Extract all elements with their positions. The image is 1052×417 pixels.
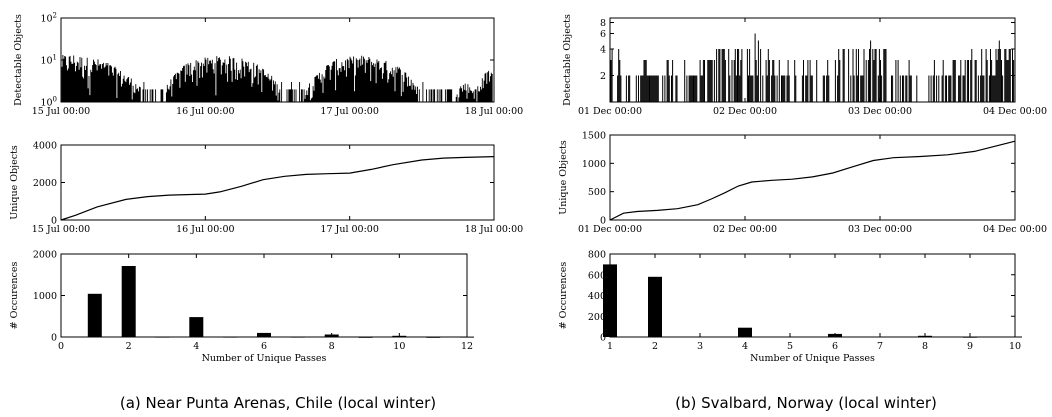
bar-1-2-9 — [1008, 336, 1022, 338]
y-tick-label-1-0-1: 4 — [600, 45, 606, 56]
x-tick-label-0-1-2: 17 Jul 00:00 — [320, 224, 378, 235]
x-tick-label-0-0-1: 16 Jul 00:00 — [176, 106, 234, 117]
y-tick-label-0-0-0: 100 — [40, 96, 57, 109]
x-tick-label-1-2-5: 6 — [832, 341, 838, 352]
caption-b: (b) Svalbard, Norway (local winter) — [675, 394, 937, 412]
bar-0-2-11 — [460, 336, 474, 338]
y-tick-label-1-1-3: 1500 — [582, 131, 606, 142]
y-axis-title-0-0: Detectable Objects — [13, 14, 24, 106]
y-tick-label-0-0-1: 101 — [40, 54, 57, 67]
y-tick-label-1-2-0: 0 — [600, 333, 606, 344]
x-tick-label-1-2-4: 5 — [787, 341, 793, 352]
y-tick-label-1-1-0: 0 — [600, 216, 606, 227]
y-tick-label-0-2-2: 2000 — [33, 250, 57, 261]
caption-a: (a) Near Punta Arenas, Chile (local wint… — [120, 394, 436, 412]
line-series-1-1-0 — [609, 140, 1016, 221]
y-axis-title-1-2: # Occurences — [558, 262, 569, 330]
plot-frame-1-2 — [609, 253, 1016, 338]
bar-0-2-0 — [87, 293, 102, 337]
bar-1-2-3 — [738, 327, 752, 337]
x-tick-label-1-2-6: 7 — [877, 341, 883, 352]
bar-0-2-4 — [223, 336, 238, 338]
x-tick-label-1-0-1: 02 Dec 00:00 — [713, 106, 777, 117]
y-tick-label-0-1-2: 4000 — [33, 141, 57, 152]
y-tick-label-1-0-3: 8 — [600, 18, 606, 29]
y-tick-label-0-2-1: 1000 — [33, 291, 57, 302]
bar-0-2-5 — [257, 332, 271, 337]
bar-0-2-9 — [392, 335, 407, 337]
x-tick-label-1-2-8: 9 — [967, 341, 973, 352]
x-tick-label-0-2-5: 10 — [393, 341, 405, 352]
x-tick-label-0-2-0: 0 — [58, 341, 64, 352]
x-tick-label-1-2-0: 1 — [607, 341, 613, 352]
bar-1-2-7 — [918, 335, 932, 337]
y-tick-label-0-2-0: 0 — [51, 333, 57, 344]
y-tick-label-0-1-1: 2000 — [33, 178, 57, 189]
y-axis-title-1-0: Detectable Objects — [562, 14, 573, 106]
bar-1-2-1 — [648, 276, 662, 337]
bar-1-2-8 — [963, 336, 977, 338]
y-axis-title-0-1: Unique Objects — [9, 145, 20, 220]
x-tick-label-1-1-3: 04 Dec 00:00 — [983, 224, 1047, 235]
spike-series-0-0 — [61, 55, 493, 102]
x-tick-label-0-2-4: 8 — [329, 341, 335, 352]
y-tick-label-1-2-2: 400 — [588, 291, 606, 302]
x-axis-title-0-2: Number of Unique Passes — [202, 353, 327, 364]
bar-0-2-10 — [426, 336, 441, 338]
x-tick-label-0-1-1: 16 Jul 00:00 — [176, 224, 234, 235]
plot-frame-1-1 — [609, 134, 1016, 221]
bar-0-2-1 — [121, 266, 136, 337]
bar-0-2-6 — [290, 336, 305, 338]
x-tick-label-0-0-0: 15 Jul 00:00 — [32, 106, 90, 117]
bar-1-2-6 — [873, 336, 887, 338]
x-tick-label-1-2-7: 8 — [922, 341, 928, 352]
x-tick-label-1-2-1: 2 — [652, 341, 658, 352]
x-tick-label-1-0-3: 04 Dec 00:00 — [983, 106, 1047, 117]
bar-0-2-3 — [189, 317, 204, 337]
x-tick-label-1-2-9: 10 — [1009, 341, 1021, 352]
bar-1-2-4 — [783, 336, 797, 338]
x-axis-title-1-2: Number of Unique Passes — [750, 353, 875, 364]
y-axis-title-0-2: # Occurences — [9, 262, 20, 330]
x-tick-label-0-2-1: 2 — [126, 341, 132, 352]
x-tick-label-0-2-6: 12 — [461, 341, 473, 352]
spike-series-1-0 — [610, 33, 1015, 102]
bar-0-2-2 — [155, 336, 170, 338]
x-tick-label-1-2-3: 4 — [742, 341, 748, 352]
line-series-0-1-0 — [60, 156, 495, 221]
x-tick-label-1-1-2: 03 Dec 00:00 — [848, 224, 912, 235]
y-tick-label-1-1-1: 500 — [588, 187, 606, 198]
x-tick-label-0-0-2: 17 Jul 00:00 — [320, 106, 378, 117]
bar-1-2-0 — [603, 264, 617, 337]
x-tick-label-0-0-3: 18 Jul 00:00 — [465, 106, 523, 117]
bar-1-2-2 — [693, 336, 707, 338]
y-tick-label-1-2-1: 200 — [588, 312, 606, 323]
x-tick-label-1-1-1: 02 Dec 00:00 — [713, 224, 777, 235]
x-tick-label-1-0-2: 03 Dec 00:00 — [848, 106, 912, 117]
y-tick-label-1-0-2: 6 — [600, 29, 606, 40]
y-tick-label-0-0-2: 102 — [40, 12, 57, 25]
bar-0-2-8 — [358, 336, 373, 338]
bar-0-2-7 — [324, 334, 339, 337]
x-tick-label-1-1-0: 01 Dec 00:00 — [578, 224, 642, 235]
x-tick-label-0-2-2: 4 — [193, 341, 199, 352]
x-tick-label-1-2-2: 3 — [697, 341, 703, 352]
y-tick-label-1-2-4: 800 — [588, 250, 606, 261]
y-tick-label-0-1-0: 0 — [51, 216, 57, 227]
y-tick-label-1-2-3: 600 — [588, 270, 606, 281]
x-tick-label-0-2-3: 6 — [261, 341, 267, 352]
plot-frame-0-1 — [60, 144, 495, 221]
y-tick-label-1-0-0: 2 — [600, 71, 606, 82]
bar-1-2-5 — [828, 333, 842, 337]
y-tick-label-1-1-2: 1000 — [582, 159, 606, 170]
y-axis-title-1-1: Unique Objects — [558, 140, 569, 215]
x-tick-label-0-1-3: 18 Jul 00:00 — [465, 224, 523, 235]
x-tick-label-0-1-0: 15 Jul 00:00 — [32, 224, 90, 235]
x-tick-label-1-0-0: 01 Dec 00:00 — [578, 106, 642, 117]
